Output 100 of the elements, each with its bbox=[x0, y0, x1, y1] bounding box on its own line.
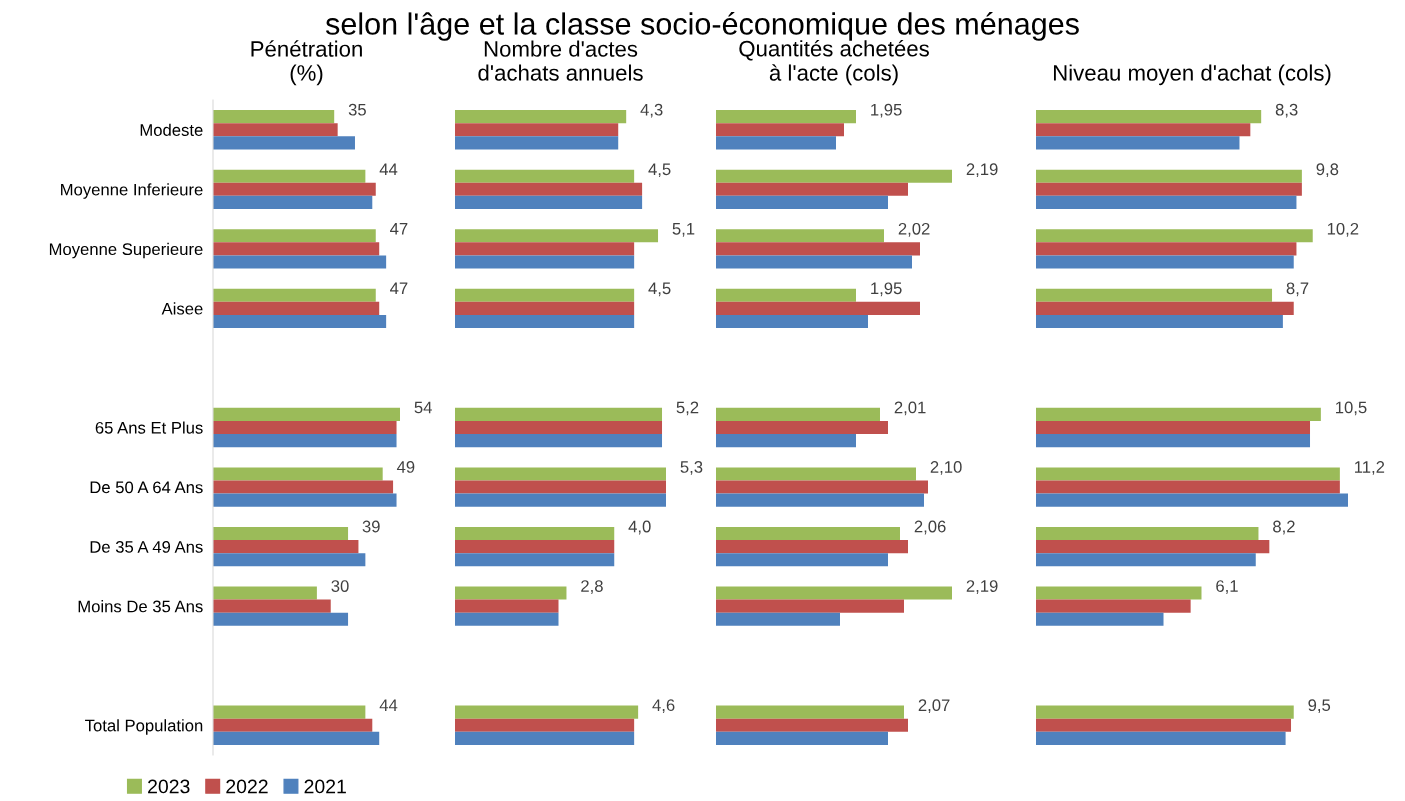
y-tick-label: Aisee bbox=[161, 302, 203, 315]
bar bbox=[213, 553, 366, 567]
bar bbox=[455, 110, 627, 124]
bar bbox=[1036, 242, 1297, 256]
bar bbox=[455, 288, 635, 302]
bar bbox=[213, 586, 317, 600]
bar bbox=[213, 705, 366, 719]
data-label: 2,01 bbox=[894, 401, 926, 416]
bar bbox=[455, 195, 643, 209]
bar bbox=[455, 467, 666, 481]
data-label: 4,5 bbox=[648, 282, 671, 297]
bar bbox=[1036, 599, 1191, 613]
bar bbox=[1036, 255, 1294, 269]
data-label: 1,95 bbox=[871, 103, 902, 118]
chart-title: Niveau moyen d'achat (cols) bbox=[1053, 64, 1331, 86]
data-label: 47 bbox=[390, 223, 408, 235]
bar bbox=[455, 420, 663, 435]
y-tick-label: Modeste bbox=[140, 123, 203, 136]
data-label: 1,95 bbox=[871, 282, 902, 297]
y-tick-label: Moins De 35 Ans bbox=[78, 600, 203, 613]
bar bbox=[455, 182, 643, 196]
bar bbox=[213, 255, 387, 269]
data-label: 4,5 bbox=[648, 163, 671, 178]
data-label: 8,7 bbox=[1286, 282, 1309, 297]
bar bbox=[213, 540, 359, 554]
data-label: 30 bbox=[331, 580, 349, 592]
bar bbox=[455, 480, 666, 494]
data-label: 9,5 bbox=[1308, 699, 1331, 714]
data-label: 5,2 bbox=[676, 401, 699, 416]
legend-label: 2022 bbox=[226, 779, 268, 794]
bar bbox=[455, 123, 619, 137]
data-label: 9,8 bbox=[1316, 163, 1339, 178]
data-label: 2,19 bbox=[966, 580, 998, 594]
bar bbox=[1036, 301, 1294, 315]
bar bbox=[213, 136, 355, 150]
y-tick-label: Total Population bbox=[85, 719, 203, 735]
bar bbox=[213, 434, 397, 448]
bar bbox=[1036, 288, 1273, 302]
legend-label: 2021 bbox=[304, 779, 346, 794]
bar bbox=[1036, 169, 1302, 183]
bar bbox=[455, 434, 663, 448]
data-label: 2,8 bbox=[581, 580, 603, 594]
data-label: 44 bbox=[379, 163, 398, 175]
bar bbox=[213, 526, 349, 541]
bar bbox=[213, 467, 383, 481]
bar bbox=[213, 718, 373, 732]
bar bbox=[455, 731, 635, 745]
bar bbox=[1036, 586, 1202, 600]
bar bbox=[1036, 110, 1262, 124]
bar bbox=[213, 599, 331, 613]
data-label: 6,1 bbox=[1216, 580, 1238, 594]
bar bbox=[1036, 123, 1251, 137]
data-label: 39 bbox=[362, 520, 380, 533]
bar bbox=[213, 301, 380, 315]
bar bbox=[1036, 553, 1256, 567]
data-label: 2,10 bbox=[930, 461, 962, 475]
bar bbox=[1036, 420, 1311, 435]
bar bbox=[455, 553, 615, 567]
data-label: 5,1 bbox=[672, 223, 695, 237]
bar bbox=[455, 301, 635, 315]
data-label: 54 bbox=[414, 401, 432, 414]
bar bbox=[213, 110, 335, 124]
bar bbox=[455, 407, 663, 421]
bar bbox=[455, 526, 615, 541]
data-label: 2,07 bbox=[918, 699, 950, 714]
bar bbox=[1036, 480, 1340, 494]
bar bbox=[213, 314, 387, 329]
bar bbox=[1036, 526, 1259, 541]
data-label: 10,2 bbox=[1327, 222, 1359, 237]
bar bbox=[213, 480, 394, 494]
y-tick-label: Moyenne Inferieure bbox=[61, 183, 203, 199]
y-tick-label: 65 Ans Et Plus bbox=[95, 421, 203, 434]
bar bbox=[455, 169, 635, 183]
bar bbox=[455, 314, 635, 329]
bar bbox=[213, 182, 376, 196]
bar bbox=[1036, 407, 1321, 421]
bar bbox=[213, 123, 338, 137]
data-label: 49 bbox=[396, 461, 415, 473]
data-label: 10,5 bbox=[1336, 401, 1367, 416]
y-tick-label: De 50 A 64 Ans bbox=[90, 481, 203, 494]
bar bbox=[455, 242, 635, 256]
bar bbox=[1036, 705, 1294, 719]
bar bbox=[455, 612, 559, 626]
bar bbox=[1036, 434, 1311, 448]
legend-label: 2023 bbox=[148, 779, 190, 794]
bar bbox=[213, 420, 397, 435]
bar bbox=[213, 229, 376, 243]
bar bbox=[455, 586, 567, 600]
bar bbox=[1036, 493, 1348, 507]
bar bbox=[213, 731, 380, 745]
bar bbox=[1036, 314, 1283, 329]
data-label: 2,06 bbox=[914, 520, 946, 535]
bar bbox=[455, 540, 615, 554]
bar bbox=[213, 288, 376, 302]
data-label: 35 bbox=[348, 103, 366, 116]
data-label: 2,19 bbox=[966, 163, 998, 178]
bar bbox=[213, 242, 380, 256]
bar bbox=[455, 229, 659, 243]
data-label: 4,3 bbox=[640, 103, 663, 118]
bar bbox=[1036, 182, 1302, 196]
